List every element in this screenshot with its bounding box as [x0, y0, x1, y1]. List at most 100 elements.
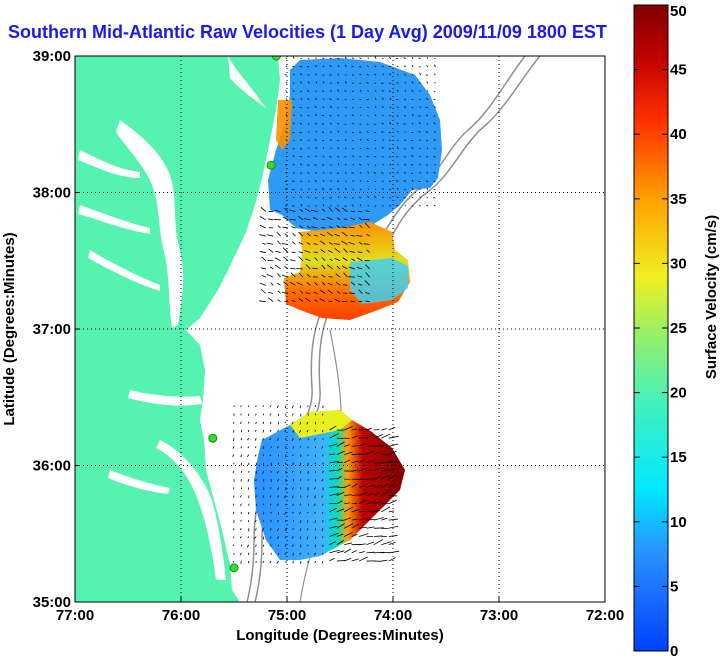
velocity-arrow	[329, 461, 340, 464]
velocity-arrow	[314, 64, 317, 68]
velocity-arrow	[247, 446, 250, 449]
velocity-arrow	[373, 535, 383, 537]
velocity-arrow	[419, 163, 421, 166]
velocity-arrow	[359, 163, 362, 166]
velocity-arrow	[293, 73, 295, 76]
velocity-arrow	[373, 467, 379, 472]
velocity-arrow	[267, 291, 274, 294]
velocity-arrow	[344, 451, 353, 455]
velocity-arrow	[349, 250, 355, 253]
velocity-arrow	[322, 204, 325, 207]
velocity-arrow	[286, 98, 288, 100]
velocity-arrow	[334, 258, 341, 262]
velocity-arrow	[329, 507, 338, 513]
velocity-arrow	[329, 541, 336, 546]
velocity-arrow	[262, 421, 265, 425]
y-tick-label: 36:00	[33, 458, 71, 475]
velocity-arrow	[328, 241, 333, 245]
velocity-arrow	[366, 484, 374, 488]
velocity-arrow	[313, 437, 316, 441]
velocity-arrow	[268, 248, 274, 253]
velocity-arrow	[367, 90, 369, 92]
velocity-arrow	[359, 147, 362, 150]
velocity-arrow	[259, 216, 266, 221]
velocity-arrow	[277, 429, 279, 432]
velocity-arrow	[284, 405, 287, 409]
velocity-arrow	[336, 180, 340, 182]
velocity-arrow	[314, 405, 316, 408]
velocity-arrow	[411, 57, 414, 59]
velocity-arrow	[326, 216, 333, 221]
velocity-arrow	[299, 503, 302, 506]
velocity-arrow	[358, 499, 367, 505]
velocity-arrow	[247, 479, 250, 482]
velocity-arrow	[300, 163, 303, 166]
velocity-arrow	[285, 188, 288, 191]
velocity-arrow	[300, 180, 302, 182]
velocity-arrow	[374, 90, 377, 92]
velocity-arrow	[314, 106, 317, 109]
velocity-arrow	[276, 231, 281, 237]
velocity-arrow	[255, 528, 257, 531]
velocity-arrow	[306, 421, 309, 425]
velocity-arrow	[358, 556, 368, 562]
velocity-arrow	[284, 536, 287, 539]
velocity-arrow	[254, 438, 257, 441]
velocity-arrow	[298, 511, 302, 515]
velocity-arrow	[298, 429, 302, 433]
velocity-arrow	[365, 264, 370, 270]
velocity-arrow	[425, 114, 429, 117]
velocity-arrow	[320, 233, 326, 237]
velocity-arrow	[298, 231, 304, 237]
velocity-arrow	[269, 266, 274, 270]
velocity-arrow	[292, 291, 296, 294]
velocity-arrow	[307, 74, 310, 76]
velocity-arrow	[240, 560, 242, 564]
velocity-arrow	[262, 242, 266, 245]
velocity-arrow	[365, 210, 370, 213]
velocity-arrow	[358, 442, 366, 447]
velocity-arrow	[381, 490, 390, 496]
velocity-arrow	[389, 172, 392, 174]
velocity-arrow	[329, 486, 340, 488]
velocity-arrow	[270, 282, 274, 286]
velocity-arrow	[307, 454, 309, 457]
velocity-arrow	[351, 57, 354, 60]
velocity-arrow	[345, 106, 347, 109]
velocity-arrow	[388, 450, 397, 455]
velocity-arrow	[232, 511, 235, 515]
colorbar-tick-label: 25	[670, 320, 687, 337]
y-tick-label: 37:00	[33, 321, 71, 338]
velocity-arrow	[299, 421, 302, 425]
velocity-arrow	[359, 89, 362, 92]
velocity-arrow	[337, 163, 340, 166]
velocity-arrow	[358, 551, 365, 554]
velocity-arrow	[374, 65, 377, 68]
velocity-arrow	[298, 437, 302, 441]
velocity-arrow	[285, 130, 288, 133]
velocity-arrow	[307, 544, 309, 547]
velocity-arrow	[366, 434, 374, 439]
velocity-arrow	[336, 550, 345, 554]
velocity-arrow	[343, 248, 348, 253]
velocity-arrow	[336, 540, 344, 546]
velocity-arrow	[330, 180, 332, 182]
velocity-arrow	[276, 560, 279, 564]
velocity-arrow	[314, 495, 316, 499]
velocity-arrow	[292, 106, 295, 109]
velocity-arrow	[255, 405, 257, 408]
velocity-arrow	[433, 122, 436, 125]
velocity-arrow	[292, 65, 295, 68]
velocity-arrow	[344, 523, 354, 529]
velocity-arrow	[426, 155, 429, 158]
velocity-arrow	[321, 528, 324, 532]
velocity-arrow	[397, 65, 399, 68]
velocity-arrow	[356, 266, 363, 270]
velocity-arrow	[433, 131, 436, 133]
velocity-arrow	[403, 114, 406, 117]
velocity-arrow	[281, 243, 289, 245]
velocity-arrow	[348, 226, 355, 229]
velocity-arrow	[411, 81, 414, 84]
velocity-arrow	[326, 231, 333, 237]
velocity-arrow	[329, 549, 340, 554]
